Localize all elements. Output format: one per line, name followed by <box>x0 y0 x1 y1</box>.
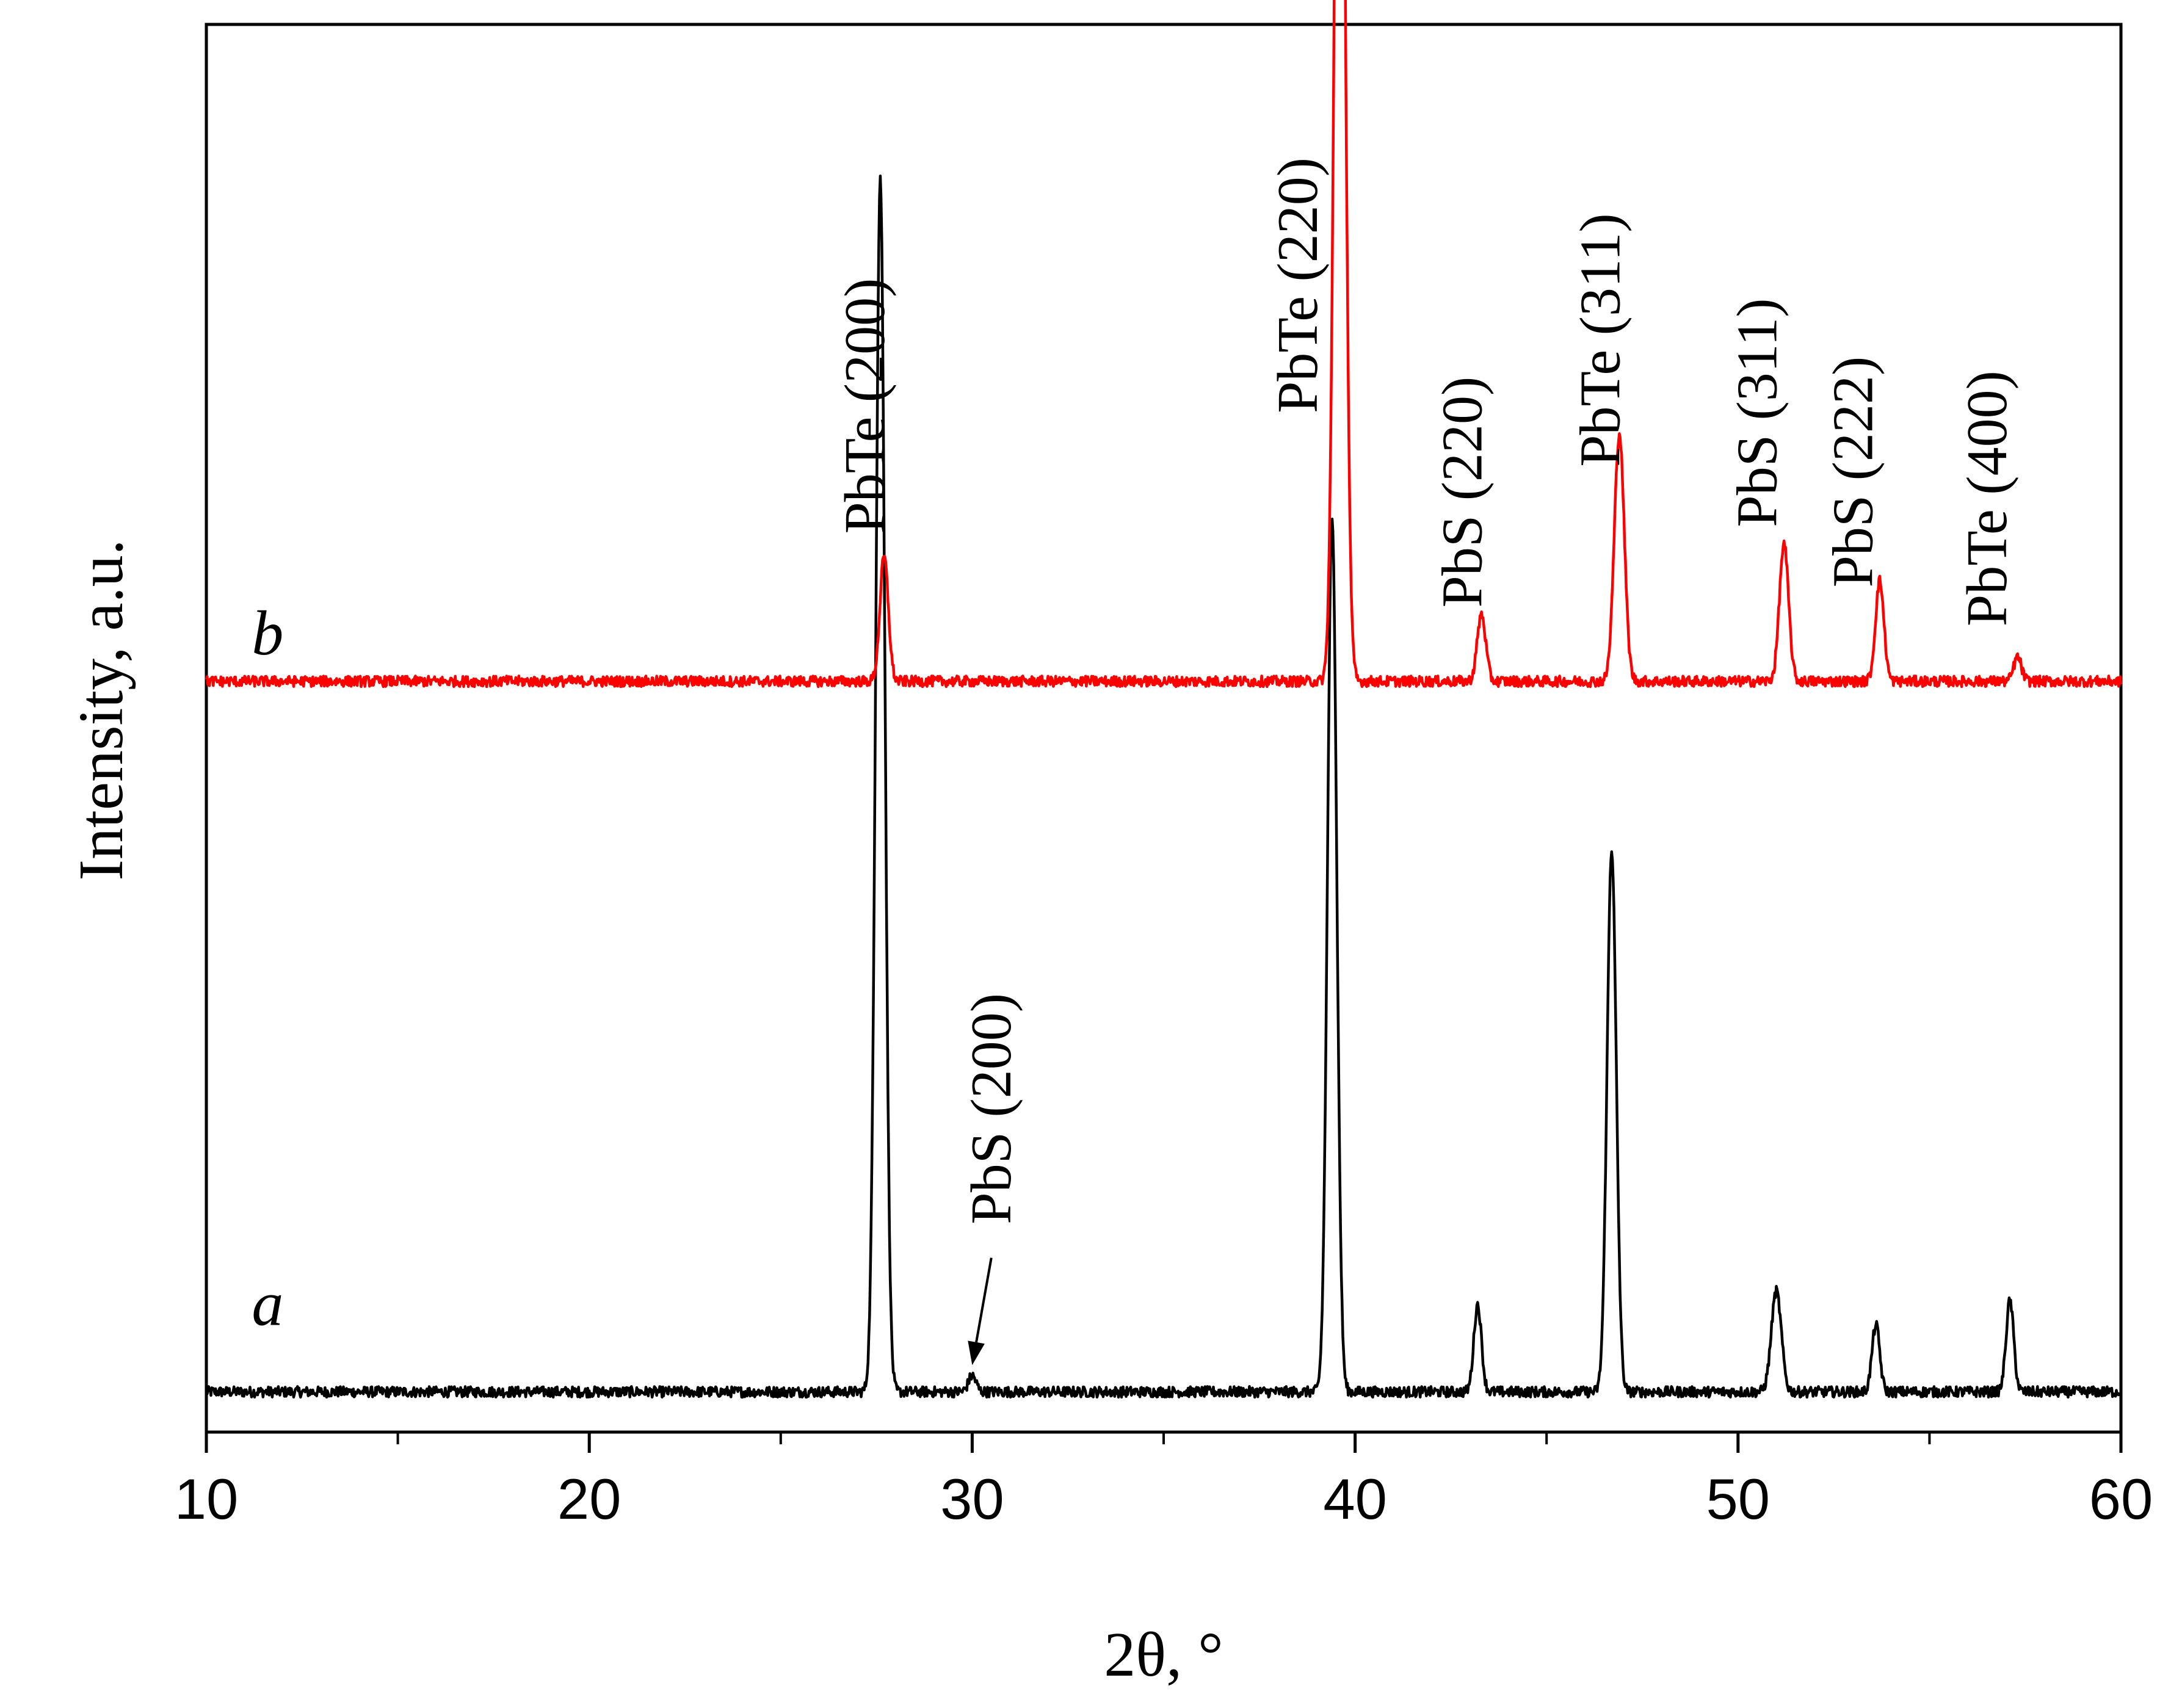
peak-label: PbS (200) <box>960 993 1023 1225</box>
x-axis-title: 2θ, ° <box>1104 1619 1223 1690</box>
x-tick-label: 40 <box>1323 1467 1387 1531</box>
series-label-b: b <box>252 598 283 668</box>
series-group <box>205 0 2123 1399</box>
peak-label: PbS (311) <box>1726 298 1789 527</box>
peak-label: PbTe (400) <box>1955 371 2019 626</box>
plot-frame <box>205 23 2123 1434</box>
x-tick-label: 50 <box>1706 1467 1771 1531</box>
series-line-b <box>205 0 2123 689</box>
series-label-a: a <box>252 1268 283 1339</box>
peak-label: PbTe (200) <box>833 278 897 534</box>
annotations: b a PbTe (200) PbTe (220) PbS (220) PbTe (311… <box>252 157 2019 1366</box>
peak-label: PbTe (311) <box>1568 213 1632 466</box>
annotation-arrow-head <box>968 1341 985 1366</box>
x-axis-ticks: 10 20 30 40 50 60 <box>175 1432 2153 1531</box>
plot-border <box>205 23 2123 1434</box>
series-line-a <box>205 174 2123 1399</box>
x-tick-label: 30 <box>940 1467 1004 1531</box>
y-axis-title: Intensity, a.u. <box>66 539 136 880</box>
x-tick-label: 60 <box>2089 1467 2153 1531</box>
peak-label: PbTe (220) <box>1266 157 1330 413</box>
peak-label: PbS (222) <box>1821 356 1885 588</box>
x-tick-label: 10 <box>175 1467 239 1531</box>
annotation-arrow <box>975 1257 993 1343</box>
x-tick-label: 20 <box>557 1467 622 1531</box>
peak-label: PbS (220) <box>1431 377 1495 608</box>
